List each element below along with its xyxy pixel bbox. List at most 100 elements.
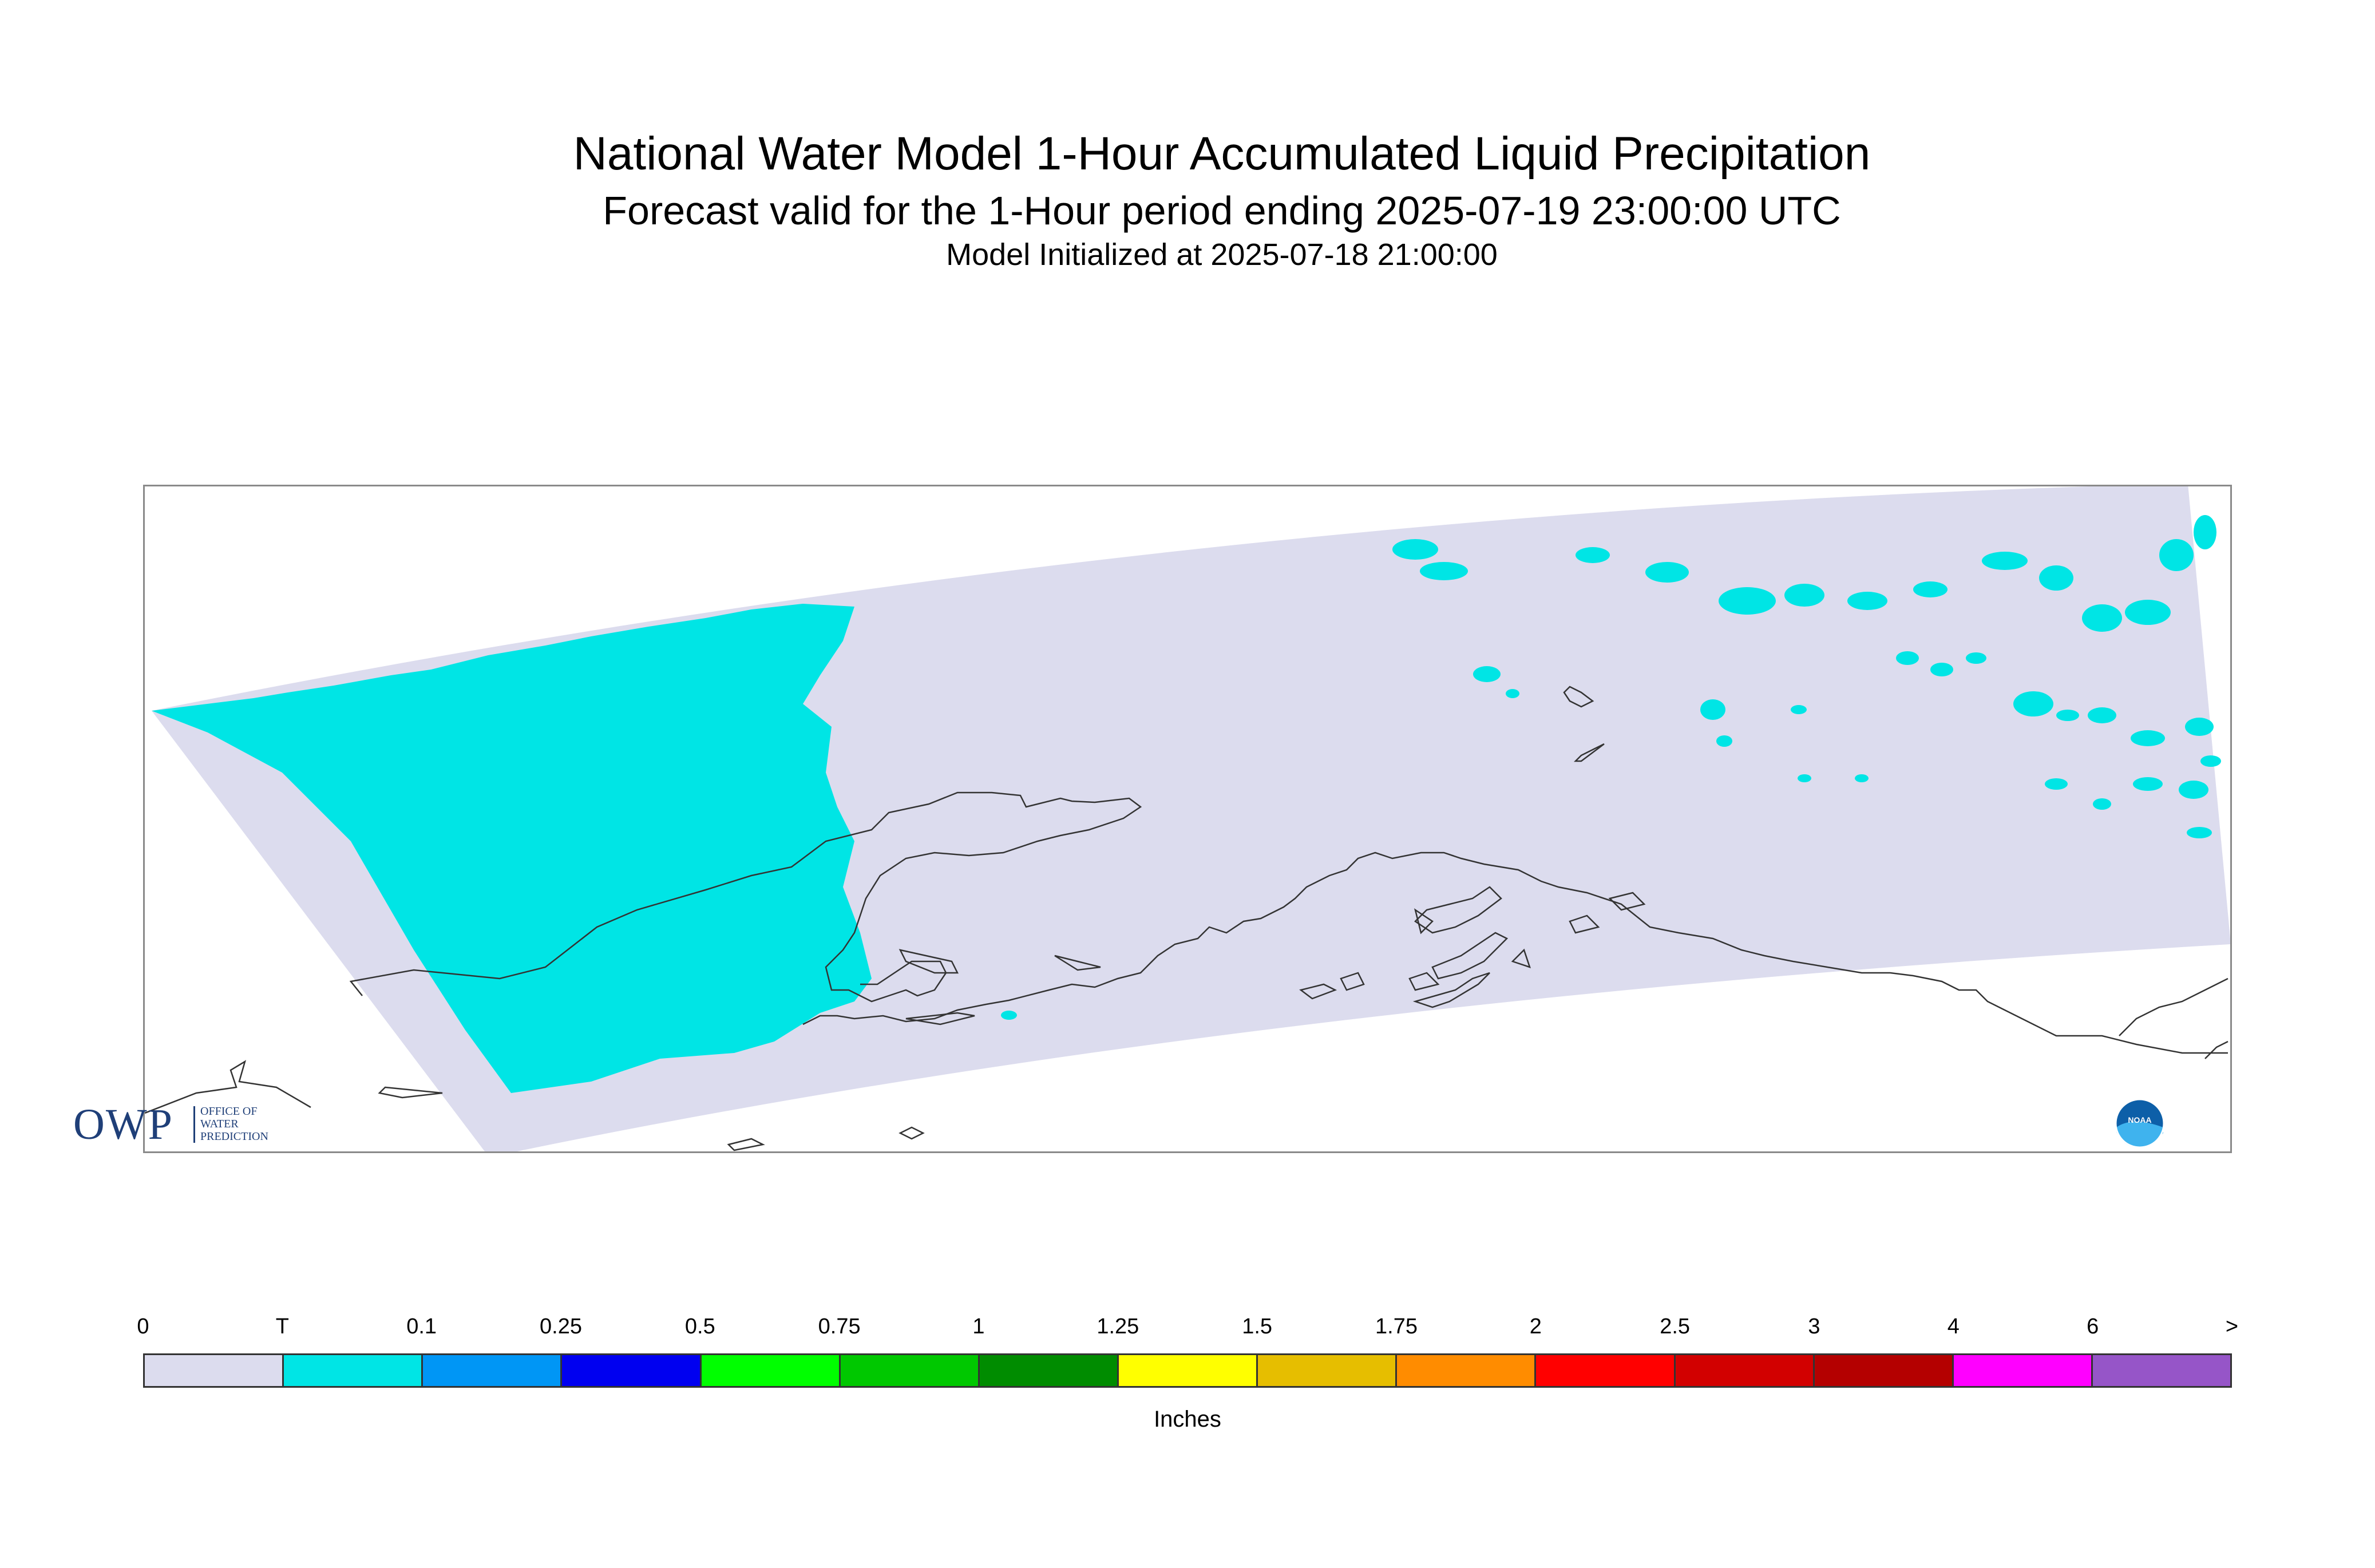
precip-cell xyxy=(2039,565,2073,591)
legend-swatch xyxy=(1675,1355,1815,1386)
legend-swatch xyxy=(562,1355,702,1386)
legend-label: 6 xyxy=(2087,1314,2099,1339)
precip-cell xyxy=(1930,663,1953,676)
precip-cell xyxy=(1784,584,1824,607)
island xyxy=(378,1086,443,1099)
precip-cell xyxy=(2013,691,2053,716)
legend-swatch xyxy=(1814,1355,1954,1386)
precip-cell xyxy=(1473,666,1501,682)
legend-label: 1.75 xyxy=(1375,1314,1418,1339)
legend-swatch xyxy=(1258,1355,1398,1386)
legend-label: 2 xyxy=(1529,1314,1542,1339)
legend-label: 2.5 xyxy=(1660,1314,1691,1339)
island xyxy=(1563,686,1594,708)
precip-cell xyxy=(1719,587,1776,615)
noaa-logo-text: NOAA xyxy=(2128,1115,2151,1124)
legend-swatch xyxy=(2092,1355,2231,1386)
map-canvas xyxy=(145,486,2230,1151)
precip-area-west xyxy=(152,604,872,1093)
coastline xyxy=(2119,977,2228,1059)
lake xyxy=(1054,955,1101,971)
precip-cell xyxy=(2093,798,2111,810)
precip-cell xyxy=(1716,735,1732,747)
precip-cell xyxy=(2125,600,2171,625)
island xyxy=(1573,743,1605,762)
legend-label: T xyxy=(275,1314,289,1339)
lake xyxy=(898,949,959,974)
legend-label: 0.75 xyxy=(818,1314,861,1339)
lake xyxy=(1412,972,1490,1008)
precip-cell xyxy=(2159,539,2194,571)
precip-cell xyxy=(1982,552,2028,570)
legend-swatch xyxy=(145,1355,284,1386)
precip-cell xyxy=(2185,718,2214,736)
precipitation-traces xyxy=(152,515,2221,1093)
legend-swatch xyxy=(701,1355,841,1386)
lake xyxy=(1340,972,1365,991)
lake xyxy=(1608,892,1646,911)
owp-logo-divider xyxy=(193,1106,195,1143)
precip-cell xyxy=(1645,562,1689,583)
precip-cell xyxy=(1847,592,1887,610)
owp-logo: OWP OFFICE OF WATER PREDICTION xyxy=(73,1102,428,1147)
precip-cell xyxy=(1001,1011,1017,1020)
precip-cell xyxy=(1791,705,1807,714)
legend-label: 4 xyxy=(1947,1314,1960,1339)
precip-cell xyxy=(2131,730,2165,746)
precip-cell xyxy=(2082,604,2122,632)
precip-cell xyxy=(1576,547,1610,563)
legend-swatch xyxy=(840,1355,980,1386)
lake xyxy=(1569,914,1600,934)
legend-label: 0.1 xyxy=(406,1314,437,1339)
lake xyxy=(905,1012,975,1025)
owp-logo-subtext: OFFICE OF WATER PREDICTION xyxy=(200,1105,268,1143)
precip-cell xyxy=(1896,651,1919,665)
legend-swatch xyxy=(1953,1355,2093,1386)
precip-cell xyxy=(2179,781,2208,799)
owp-line-1: OFFICE OF xyxy=(200,1105,258,1118)
map-title: National Water Model 1-Hour Accumulated … xyxy=(573,128,1871,180)
coastlines xyxy=(145,686,2228,1151)
precip-cell xyxy=(1855,774,1869,782)
precip-cell xyxy=(2045,778,2068,790)
owp-line-2: WATER xyxy=(200,1118,239,1130)
precip-cell xyxy=(1700,699,1725,720)
legend-swatch xyxy=(1118,1355,1258,1386)
owp-logo-text: OWP xyxy=(73,1100,173,1149)
lake xyxy=(1414,908,1434,935)
legend-label: 0 xyxy=(137,1314,149,1339)
forecast-valid-subtitle: Forecast valid for the 1-Hour period end… xyxy=(603,188,1841,233)
precip-cell xyxy=(2088,707,2116,723)
model-init-subtitle: Model Initialized at 2025-07-18 21:00:00 xyxy=(946,237,1498,272)
island xyxy=(727,1138,765,1151)
precipitation-map xyxy=(143,485,2232,1153)
legend-swatch xyxy=(1397,1355,1537,1386)
coastline xyxy=(145,791,1142,1114)
legend-label: 3 xyxy=(1808,1314,1820,1339)
legend-units-label: Inches xyxy=(1154,1407,1221,1432)
legend-label: 1.25 xyxy=(1097,1314,1139,1339)
island xyxy=(898,1126,925,1140)
precip-cell xyxy=(1966,652,1986,664)
precip-cell xyxy=(2187,827,2212,838)
precip-cell xyxy=(2194,515,2216,549)
legend-swatch xyxy=(423,1355,563,1386)
precip-cell xyxy=(2056,710,2079,721)
coastline xyxy=(802,852,2228,1054)
precip-cell xyxy=(1392,539,1438,560)
legend-color-bar xyxy=(143,1353,2232,1388)
precip-cell xyxy=(1506,689,1519,698)
legend-swatch xyxy=(284,1355,423,1386)
legend-label: 0.25 xyxy=(540,1314,582,1339)
owp-line-3: PREDICTION xyxy=(200,1130,268,1143)
legend-labels: 0 T 0.1 0.25 0.5 0.75 1 1.25 1.5 1.75 2 2.5 3 4 6 > xyxy=(0,1314,2375,1349)
precip-cell xyxy=(2200,755,2221,767)
precip-cell xyxy=(1798,774,1811,782)
lake xyxy=(1431,932,1509,980)
noaa-logo: NOAA xyxy=(2115,1099,2164,1148)
legend-label: 1 xyxy=(972,1314,985,1339)
lake xyxy=(1414,886,1502,934)
lake xyxy=(1299,983,1337,1000)
precip-cell xyxy=(2133,777,2163,791)
lake xyxy=(1408,972,1440,991)
